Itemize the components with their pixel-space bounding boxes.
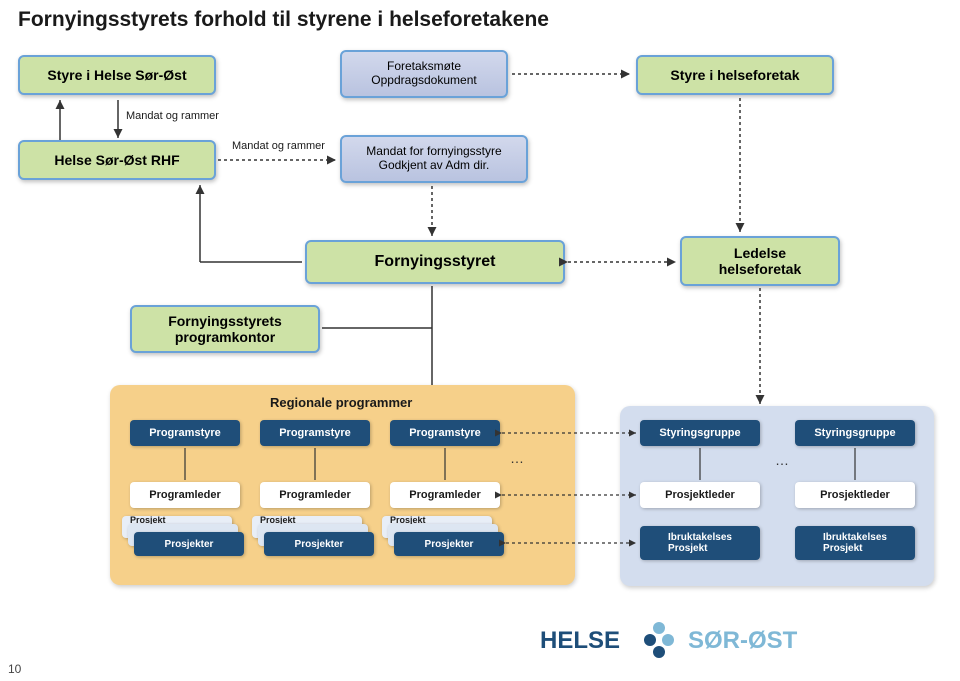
- programleder-2: Programleder: [260, 482, 370, 508]
- logo-text-sorost: SØR-ØST: [688, 627, 798, 654]
- prosjekter-3: Prosjekter: [394, 532, 504, 556]
- logo-helse-sorost: HELSE SØR-ØST: [540, 620, 940, 660]
- small-label: Prosjekter: [425, 539, 474, 550]
- node-fornyingsstyret: Fornyingsstyret: [305, 240, 565, 284]
- node-label: Fornyingsstyret: [375, 253, 496, 271]
- label-mandat-top: Mandat og rammer: [126, 110, 219, 122]
- node-label: Fornyingsstyrets programkontor: [168, 313, 282, 345]
- prosjektleder-2: Prosjektleder: [795, 482, 915, 508]
- styringsgruppe-2: Styringsgruppe: [795, 420, 915, 446]
- programstyre-1: Programstyre: [130, 420, 240, 446]
- prosjektleder-1: Prosjektleder: [640, 482, 760, 508]
- node-ledelse-hf: Ledelse helseforetak: [680, 236, 840, 286]
- small-label: Prosjektleder: [665, 489, 735, 501]
- small-label: Prosjektleder: [820, 489, 890, 501]
- page-title: Fornyingsstyrets forhold til styrene i h…: [18, 8, 549, 32]
- ibruktakelse-1: Ibruktakelses Prosjekt: [640, 526, 760, 560]
- label-mandat-mid: Mandat og rammer: [232, 140, 325, 152]
- small-label: Programstyre: [409, 427, 481, 439]
- node-styre-hf: Styre i helseforetak: [636, 55, 834, 95]
- node-helse-rhf: Helse Sør-Øst RHF: [18, 140, 216, 180]
- node-label: Helse Sør-Øst RHF: [54, 152, 179, 168]
- programleder-1: Programleder: [130, 482, 240, 508]
- programleder-3: Programleder: [390, 482, 500, 508]
- programstyre-2: Programstyre: [260, 420, 370, 446]
- small-label: Programstyre: [279, 427, 351, 439]
- styringsgruppe-1: Styringsgruppe: [640, 420, 760, 446]
- node-label: Styre i Helse Sør-Øst: [47, 67, 186, 83]
- small-label: Programleder: [279, 489, 351, 501]
- node-mandat-forny: Mandat for fornyingsstyre Godkjent av Ad…: [340, 135, 528, 183]
- programstyre-3: Programstyre: [390, 420, 500, 446]
- ellipsis-1: …: [510, 450, 524, 466]
- small-label: Styringsgruppe: [659, 427, 740, 439]
- logo-text-helse: HELSE: [540, 627, 620, 654]
- small-label: Ibruktakelses Prosjekt: [668, 532, 732, 554]
- node-label: Mandat for fornyingsstyre Godkjent av Ad…: [366, 145, 501, 173]
- small-label: Programleder: [409, 489, 481, 501]
- small-label: Programstyre: [149, 427, 221, 439]
- node-foretaksmote: Foretaksmøte Oppdragsdokument: [340, 50, 508, 98]
- small-label: Prosjekter: [165, 539, 214, 550]
- small-label: Styringsgruppe: [814, 427, 895, 439]
- ibruktakelse-2: Ibruktakelses Prosjekt: [795, 526, 915, 560]
- ellipsis-2: …: [775, 452, 789, 468]
- node-styre-hso: Styre i Helse Sør-Øst: [18, 55, 216, 95]
- page-number: 10: [8, 662, 21, 676]
- node-label: Ledelse helseforetak: [719, 245, 801, 277]
- prosjekter-2: Prosjekter: [264, 532, 374, 556]
- small-label: Ibruktakelses Prosjekt: [823, 532, 887, 554]
- panel-title: Regionale programmer: [270, 395, 412, 410]
- node-label: Styre i helseforetak: [670, 67, 799, 83]
- small-label: Programleder: [149, 489, 221, 501]
- node-programkontor: Fornyingsstyrets programkontor: [130, 305, 320, 353]
- prosjekter-1: Prosjekter: [134, 532, 244, 556]
- small-label: Prosjekter: [295, 539, 344, 550]
- node-label: Foretaksmøte Oppdragsdokument: [371, 60, 476, 88]
